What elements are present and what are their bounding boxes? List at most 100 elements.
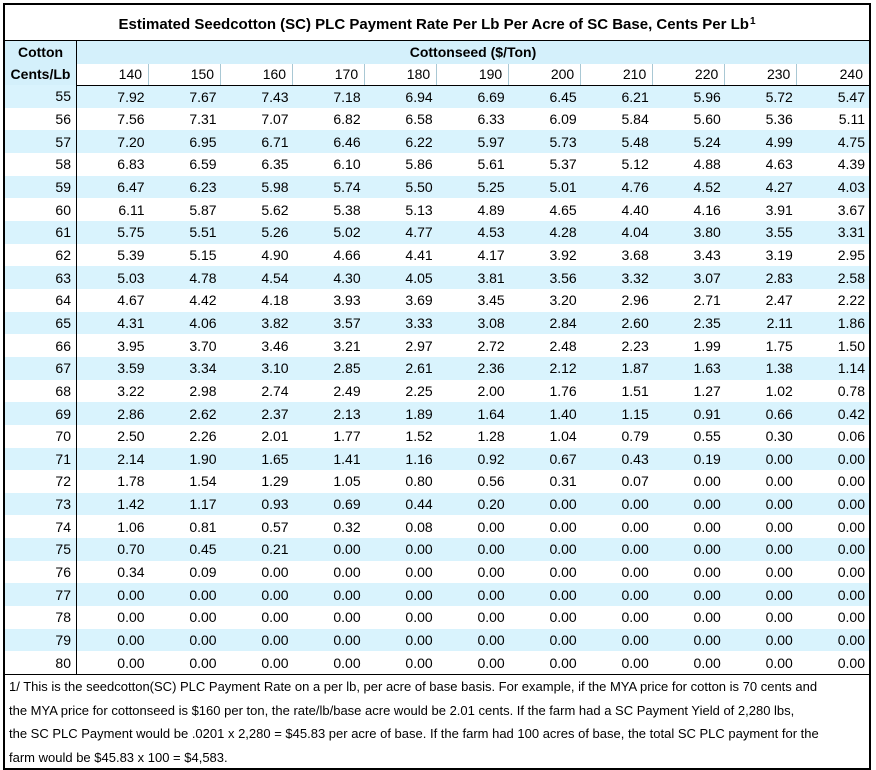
table-row: 75 0.70 0.45 0.21 0.00 0.00 0.00 0.00 0.00 0.00 0.… xyxy=(5,538,869,561)
rate-cell: 0.81 xyxy=(148,515,221,539)
rate-cell: 3.19 xyxy=(724,243,797,267)
row-header-cell: Cotton Cents/Lb xyxy=(5,41,77,85)
rate-cell: 5.50 xyxy=(364,175,437,199)
rate-cell: 2.83 xyxy=(724,266,797,289)
rate-cell: 0.07 xyxy=(580,470,653,493)
rate-cell: 0.00 xyxy=(220,560,293,584)
table-row: 72 1.78 1.54 1.29 1.05 0.80 0.56 0.31 0.07 0.00 0.… xyxy=(5,470,869,493)
rate-cell: 0.45 xyxy=(148,538,221,561)
rate-cell: 3.56 xyxy=(508,266,581,289)
rate-cell: 0.00 xyxy=(292,538,365,561)
rate-cell: 3.31 xyxy=(796,220,869,244)
rate-cell: 2.97 xyxy=(364,334,437,357)
rate-cell: 5.11 xyxy=(796,107,869,131)
rate-cell: 6.71 xyxy=(220,130,293,153)
rate-cell: 0.93 xyxy=(220,492,293,516)
row-cents-cell: 77 xyxy=(5,583,77,607)
rate-cell: 0.00 xyxy=(508,583,581,607)
rate-cell: 3.07 xyxy=(652,266,725,289)
rate-cell: 0.00 xyxy=(436,606,509,629)
rate-cell: 2.22 xyxy=(796,288,869,312)
rate-cell: 1.02 xyxy=(724,379,797,403)
rate-cell: 0.00 xyxy=(292,583,365,607)
rate-cell: 2.13 xyxy=(292,402,365,425)
rate-cell: 0.79 xyxy=(580,424,653,448)
rate-cell: 4.30 xyxy=(292,266,365,289)
rate-cell: 0.00 xyxy=(796,560,869,584)
rate-cell: 0.00 xyxy=(364,583,437,607)
rate-cell: 0.00 xyxy=(364,628,437,652)
table-body: 55 7.92 7.67 7.43 7.18 6.94 6.69 6.45 6.21 5.96 5.… xyxy=(5,85,869,675)
rate-cell: 5.96 xyxy=(652,85,725,108)
rate-cell: 1.52 xyxy=(364,424,437,448)
title-text: Estimated Seedcotton (SC) PLC Payment Ra… xyxy=(118,16,749,33)
rate-cell: 3.68 xyxy=(580,243,653,267)
price-header-cell: 160 xyxy=(220,63,294,86)
price-header-cell: 190 xyxy=(436,63,510,86)
rate-cell: 3.32 xyxy=(580,266,653,289)
row-cents-cell: 79 xyxy=(5,628,77,652)
rate-cell: 0.00 xyxy=(76,583,149,607)
rate-cell: 5.01 xyxy=(508,175,581,199)
rate-cell: 5.25 xyxy=(436,175,509,199)
rate-cell: 0.00 xyxy=(796,470,869,493)
rate-cell: 4.27 xyxy=(724,175,797,199)
rate-cell: 4.65 xyxy=(508,198,581,221)
rate-cell: 2.36 xyxy=(436,356,509,380)
rate-cell: 5.36 xyxy=(724,107,797,131)
row-cents-cell: 63 xyxy=(5,266,77,289)
rate-cell: 6.21 xyxy=(580,85,653,108)
rate-cell: 0.00 xyxy=(724,583,797,607)
rate-cell: 4.28 xyxy=(508,220,581,244)
table-row: 61 5.75 5.51 5.26 5.02 4.77 4.53 4.28 4.04 3.80 3.… xyxy=(5,220,869,244)
rate-cell: 1.87 xyxy=(580,356,653,380)
rate-cell: 4.42 xyxy=(148,288,221,312)
rate-cell: 5.39 xyxy=(76,243,149,267)
rate-cell: 0.00 xyxy=(76,606,149,629)
rate-cell: 2.50 xyxy=(76,424,149,448)
rate-cell: 0.43 xyxy=(580,447,653,471)
rate-cell: 4.52 xyxy=(652,175,725,199)
row-cents-cell: 56 xyxy=(5,107,77,131)
table-row: 66 3.95 3.70 3.46 3.21 2.97 2.72 2.48 2.23 1.99 1.… xyxy=(5,334,869,357)
rate-cell: 0.00 xyxy=(148,628,221,652)
rate-cell: 5.51 xyxy=(148,220,221,244)
rate-cell: 0.00 xyxy=(652,470,725,493)
rate-cell: 5.74 xyxy=(292,175,365,199)
rate-cell: 4.99 xyxy=(724,130,797,153)
rate-cell: 4.66 xyxy=(292,243,365,267)
rate-cell: 0.00 xyxy=(220,628,293,652)
rate-cell: 1.99 xyxy=(652,334,725,357)
table-row: 63 5.03 4.78 4.54 4.30 4.05 3.81 3.56 3.32 3.07 2.… xyxy=(5,266,869,289)
table-row: 79 0.00 0.00 0.00 0.00 0.00 0.00 0.00 0.00 0.00 0.… xyxy=(5,628,869,652)
table-row: 74 1.06 0.81 0.57 0.32 0.08 0.00 0.00 0.00 0.00 0.… xyxy=(5,515,869,539)
rate-cell: 6.58 xyxy=(364,107,437,131)
table-row: 78 0.00 0.00 0.00 0.00 0.00 0.00 0.00 0.00 0.00 0.… xyxy=(5,606,869,629)
rate-cell: 0.00 xyxy=(292,651,365,675)
rate-cell: 6.45 xyxy=(508,85,581,108)
rate-cell: 0.31 xyxy=(508,470,581,493)
rate-cell: 0.42 xyxy=(796,402,869,425)
table-row: 55 7.92 7.67 7.43 7.18 6.94 6.69 6.45 6.21 5.96 5.… xyxy=(5,85,869,108)
table-row: 59 6.47 6.23 5.98 5.74 5.50 5.25 5.01 4.76 4.52 4.… xyxy=(5,175,869,199)
rate-cell: 0.08 xyxy=(364,515,437,539)
price-header-row: 140 150 160 170 180 190 200 210 220 230 240 xyxy=(5,63,869,86)
rate-cell: 1.42 xyxy=(76,492,149,516)
rate-cell: 0.21 xyxy=(220,538,293,561)
rate-cell: 3.82 xyxy=(220,311,293,335)
price-header-cell: 180 xyxy=(364,63,438,86)
rate-cell: 2.47 xyxy=(724,288,797,312)
rate-cell: 0.00 xyxy=(292,628,365,652)
rate-cell: 0.00 xyxy=(652,651,725,675)
rate-cell: 4.04 xyxy=(580,220,653,244)
rate-cell: 1.89 xyxy=(364,402,437,425)
rate-cell: 1.65 xyxy=(220,447,293,471)
rate-cell: 6.82 xyxy=(292,107,365,131)
rate-cell: 4.03 xyxy=(796,175,869,199)
rate-cell: 6.35 xyxy=(220,152,293,176)
rate-cell: 0.00 xyxy=(364,651,437,675)
rate-cell: 3.20 xyxy=(508,288,581,312)
row-cents-cell: 71 xyxy=(5,447,77,471)
rate-cell: 2.35 xyxy=(652,311,725,335)
rate-cell: 0.69 xyxy=(292,492,365,516)
